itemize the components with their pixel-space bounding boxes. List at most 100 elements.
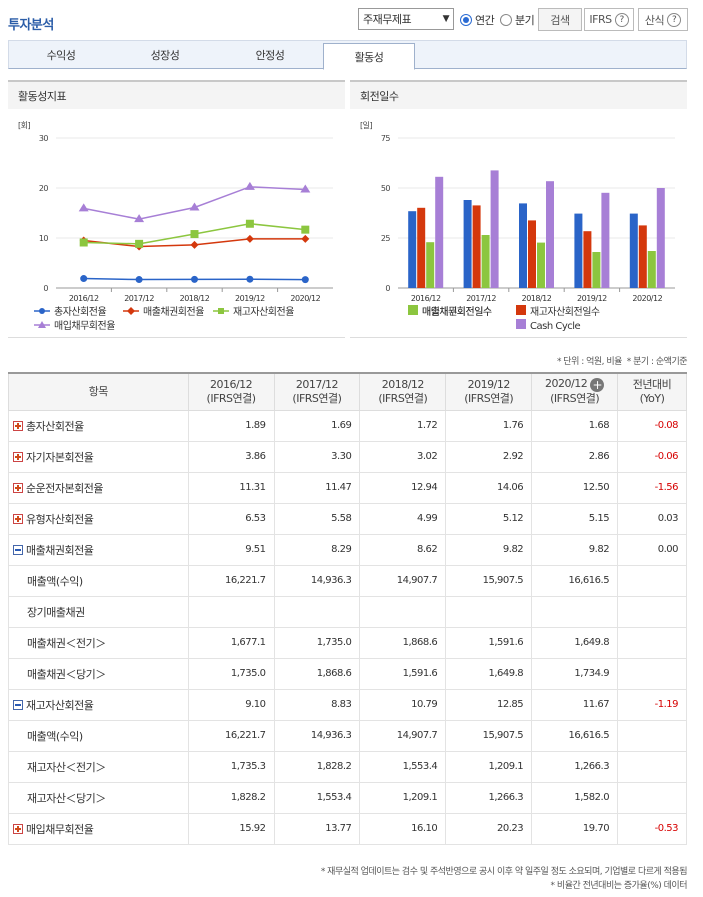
yoy-cell bbox=[617, 750, 687, 783]
ifrs-help-button[interactable]: IFRS ? bbox=[584, 8, 634, 31]
legend-swatch bbox=[516, 319, 526, 329]
bar bbox=[435, 176, 444, 288]
expand-icon[interactable] bbox=[13, 451, 23, 462]
bar bbox=[417, 207, 426, 288]
radio-checked-icon bbox=[460, 14, 472, 26]
value-cell: 16,221.7 bbox=[187, 564, 275, 597]
legend-swatch bbox=[516, 305, 526, 315]
value-cell: 4.99 bbox=[359, 502, 447, 535]
yoy-cell bbox=[617, 781, 687, 814]
tab-stability[interactable]: 안정성 bbox=[217, 41, 323, 69]
row-label: 자기자본회전율 bbox=[26, 450, 94, 464]
y-tick-label: 30 bbox=[39, 134, 49, 143]
value-cell: 15.92 bbox=[187, 812, 275, 845]
x-tick-label: 2018/12 bbox=[180, 294, 210, 303]
row-label-cell[interactable]: 재고자산회전율 bbox=[8, 688, 189, 721]
expand-icon[interactable] bbox=[13, 482, 23, 493]
value-cell: 20.23 bbox=[445, 812, 533, 845]
tab-activity[interactable]: 활동성 bbox=[323, 43, 415, 70]
value-cell: 2.86 bbox=[531, 440, 619, 473]
value-cell: 1.68 bbox=[531, 409, 619, 442]
yoy-cell bbox=[617, 626, 687, 659]
value-cell: 16,616.5 bbox=[531, 564, 619, 597]
y-tick-label: 75 bbox=[381, 134, 391, 143]
value-cell: 16,221.7 bbox=[187, 719, 275, 752]
collapse-icon[interactable] bbox=[13, 544, 23, 555]
yoy-cell bbox=[617, 564, 687, 597]
col-basis: (IFRS연결) bbox=[464, 391, 514, 405]
legend-label: Cash Cycle bbox=[530, 321, 581, 332]
bar bbox=[656, 188, 665, 288]
activity-chart-panel: 활동성지표 [회] 0 10 20 30 2016/12 2017/12 2018/12 201… bbox=[8, 80, 345, 338]
value-cell: 11.67 bbox=[531, 688, 619, 721]
row-label: 매출채권＜당기＞ bbox=[27, 667, 106, 681]
statement-select[interactable]: 주재무제표 ▼ bbox=[358, 8, 454, 30]
value-cell: 14.06 bbox=[445, 471, 533, 504]
chevron-down-icon: ▼ bbox=[442, 14, 450, 24]
table-row: 자기자본회전율 3.86 3.30 3.02 2.92 2.86 -0.06 bbox=[8, 440, 687, 473]
legend-label: 매입채무회전일수 bbox=[422, 305, 492, 318]
value-cell bbox=[445, 595, 533, 628]
unit-label: [회] bbox=[18, 121, 30, 130]
header-year-col: 2019/12 (IFRS연결) bbox=[445, 372, 533, 411]
value-cell: 1,649.8 bbox=[531, 626, 619, 659]
expand-icon[interactable] bbox=[13, 420, 23, 431]
value-cell: 1,735.0 bbox=[187, 657, 275, 690]
bar bbox=[490, 170, 499, 288]
bar bbox=[426, 242, 435, 288]
col-year: 2019/12 bbox=[467, 377, 511, 391]
value-cell: 1,828.2 bbox=[273, 750, 361, 783]
row-label-cell[interactable]: 매입채무회전율 bbox=[8, 812, 189, 845]
value-cell: 5.58 bbox=[273, 502, 361, 535]
row-label-cell[interactable]: 매출채권회전율 bbox=[8, 533, 189, 566]
bar bbox=[583, 231, 592, 288]
search-button[interactable]: 검색 bbox=[538, 8, 582, 31]
formula-help-button[interactable]: 산식 ? bbox=[638, 8, 688, 31]
row-label-cell[interactable]: 순운전자본회전율 bbox=[8, 471, 189, 504]
header-yoy: 전년대비 (YoY) bbox=[617, 372, 687, 411]
expand-plus-icon[interactable]: + bbox=[590, 378, 605, 393]
header-item: 항목 bbox=[8, 372, 189, 411]
value-cell: 1.76 bbox=[445, 409, 533, 442]
row-label: 순운전자본회전율 bbox=[26, 481, 103, 495]
x-tick-label: 2019/12 bbox=[577, 294, 607, 303]
table-row: 순운전자본회전율 11.31 11.47 12.94 14.06 12.50 -1.56 bbox=[8, 471, 687, 504]
col-year: 2018/12 bbox=[381, 377, 425, 391]
x-tick-label: 2019/12 bbox=[235, 294, 265, 303]
table-row: 매입채무회전율 15.92 13.77 16.10 20.23 19.70 -0.53 bbox=[8, 812, 687, 845]
value-cell: 8.62 bbox=[359, 533, 447, 566]
bar bbox=[481, 235, 490, 288]
value-cell bbox=[273, 595, 361, 628]
value-cell: 11.47 bbox=[273, 471, 361, 504]
y-tick-label: 50 bbox=[381, 184, 391, 193]
y-tick-label: 0 bbox=[43, 284, 48, 293]
unit-note: * 단위 : 억원, 비율 * 분기 : 순액기준 bbox=[557, 354, 688, 367]
formula-button-label: 산식 bbox=[644, 13, 665, 27]
row-label-cell[interactable]: 자기자본회전율 bbox=[8, 440, 189, 473]
value-cell: 15,907.5 bbox=[445, 564, 533, 597]
row-label-cell[interactable]: 총자산회전율 bbox=[8, 409, 189, 442]
collapse-icon[interactable] bbox=[13, 699, 23, 710]
page-title: 투자분석 bbox=[8, 18, 54, 33]
col-basis: (IFRS연결) bbox=[378, 391, 428, 405]
table-row: 장기매출채권 bbox=[8, 595, 687, 628]
value-cell: 9.51 bbox=[187, 533, 275, 566]
x-tick-label: 2020/12 bbox=[290, 294, 320, 303]
tab-profitability[interactable]: 수익성 bbox=[9, 41, 113, 69]
row-label-cell[interactable]: 유형자산회전율 bbox=[8, 502, 189, 535]
row-label-cell: 매출채권＜전기＞ bbox=[8, 626, 189, 659]
radio-annual[interactable]: 연간 bbox=[460, 12, 495, 28]
tab-growth[interactable]: 성장성 bbox=[113, 41, 217, 69]
data-point bbox=[245, 234, 254, 243]
expand-icon[interactable] bbox=[13, 823, 23, 834]
expand-icon[interactable] bbox=[13, 513, 23, 524]
radio-annual-label: 연간 bbox=[475, 14, 495, 27]
data-point bbox=[78, 203, 89, 212]
legend-swatch bbox=[408, 305, 418, 315]
footnote-update: * 재무실적 업데이트는 검수 및 주석반영으로 공시 이후 약 일주일 정도 … bbox=[320, 867, 688, 877]
statement-select-value: 주재무제표 bbox=[363, 13, 412, 26]
activity-table: 항목 2016/12 (IFRS연결) 2017/12 (IFRS연결) 2018/… bbox=[8, 372, 687, 845]
data-point bbox=[300, 184, 311, 193]
question-icon: ? bbox=[667, 12, 682, 27]
radio-quarter[interactable]: 분기 bbox=[500, 12, 535, 28]
